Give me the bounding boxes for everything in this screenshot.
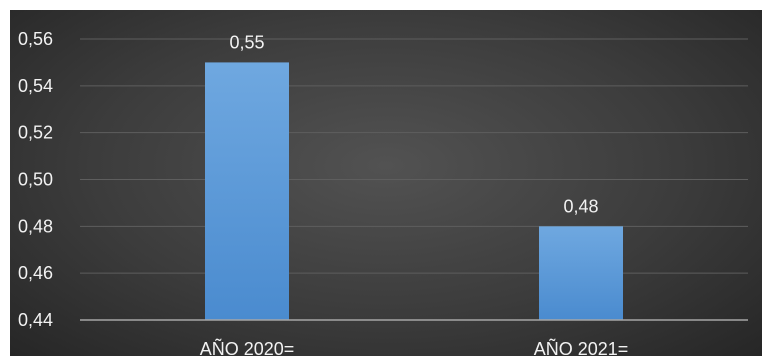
y-tick-label: 0,50 <box>18 170 53 190</box>
y-tick-label: 0,46 <box>18 263 53 283</box>
y-tick-label: 0,44 <box>18 310 53 330</box>
bars <box>205 62 623 321</box>
bar <box>539 226 623 320</box>
y-tick-label: 0,56 <box>18 29 53 49</box>
y-tick-label: 0,52 <box>18 123 53 143</box>
y-tick-label: 0,54 <box>18 76 53 96</box>
x-category-label: AÑO 2020= <box>200 338 295 356</box>
bar <box>205 62 289 321</box>
bar-chart: 0,44 0,46 0,48 0,50 0,52 0,54 0,56 0,55 0,48 AÑ… <box>18 29 748 356</box>
y-tick-label: 0,48 <box>18 216 53 236</box>
gridlines <box>80 38 748 274</box>
data-label: 0,55 <box>229 32 264 52</box>
x-axis-categories: AÑO 2020= AÑO 2021= <box>200 338 629 356</box>
x-category-label: AÑO 2021= <box>534 338 629 356</box>
y-axis-ticks: 0,44 0,46 0,48 0,50 0,52 0,54 0,56 <box>18 29 53 330</box>
data-labels: 0,55 0,48 <box>229 32 598 216</box>
data-label: 0,48 <box>563 196 598 216</box>
chart-panel: 0,44 0,46 0,48 0,50 0,52 0,54 0,56 0,55 0,48 AÑ… <box>10 10 762 356</box>
